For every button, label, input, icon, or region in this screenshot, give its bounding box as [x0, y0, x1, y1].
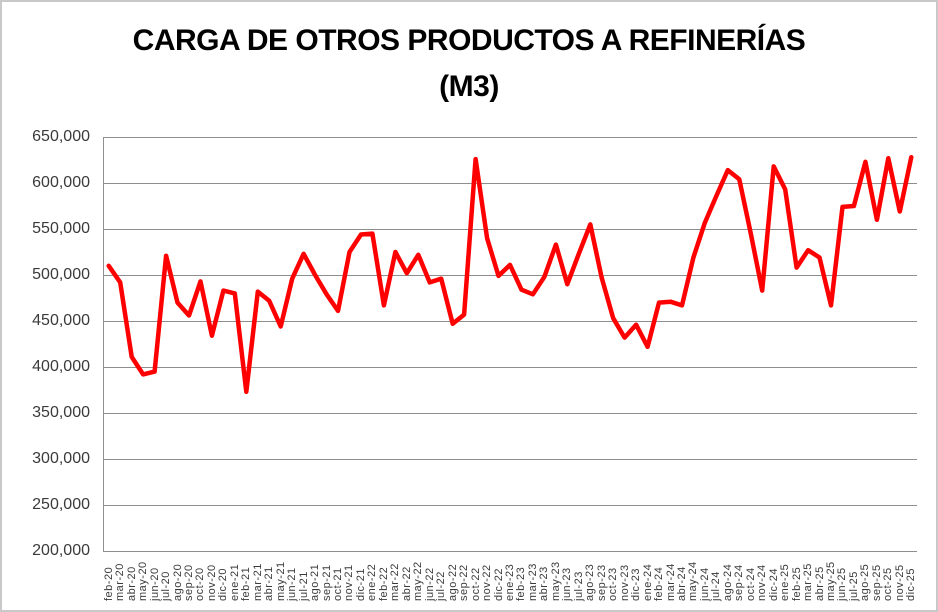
x-axis-tick-label: ago-23	[584, 563, 597, 601]
x-axis-tick-label: dic-25	[905, 568, 918, 601]
x-axis-tick-label: mar-21	[251, 563, 264, 601]
x-axis-tick-label: sep-24	[733, 564, 746, 601]
x-axis-tick-label: dic-20	[217, 568, 230, 601]
y-axis-tick-label: 300,000	[32, 450, 90, 467]
y-axis-tick-label: 200,000	[32, 542, 90, 559]
h-gridline	[103, 367, 917, 368]
x-axis-tick-label: may-21	[274, 561, 287, 601]
x-axis-tick-label: ene-25	[779, 563, 792, 601]
x-axis-tick-label: dic-23	[630, 568, 643, 601]
x-axis-tick-label: dic-24	[767, 568, 780, 601]
chart-title-line1: CARGA DE OTROS PRODUCTOS A REFINERÍAS	[132, 24, 806, 57]
x-axis-tick-label: abr-22	[400, 566, 413, 601]
x-axis-tick-label: jun-20	[148, 567, 161, 601]
h-gridline	[103, 275, 917, 276]
h-gridline	[103, 459, 917, 460]
h-gridline	[103, 413, 917, 414]
y-axis-tick-label: 500,000	[32, 266, 90, 283]
x-axis-tick-label: oct-23	[607, 567, 620, 601]
h-gridline	[103, 183, 917, 184]
x-axis-tick-label: mar-24	[664, 563, 677, 601]
x-axis-tick-label: feb-24	[653, 566, 666, 601]
x-axis-tick-label: sep-22	[458, 564, 471, 601]
x-axis-tick-label: nov-22	[481, 564, 494, 601]
refinery-load-line	[106, 154, 914, 395]
x-axis-tick-label: sep-21	[320, 564, 333, 601]
x-axis-tick-label: oct-22	[469, 567, 482, 601]
y-axis-tick-label: 250,000	[32, 496, 90, 513]
h-gridline	[103, 505, 917, 506]
x-axis-tick-label: mar-22	[389, 563, 402, 601]
x-axis-tick-label: ago-20	[171, 563, 184, 601]
x-axis-tick-label: ago-21	[309, 563, 322, 601]
x-axis-tick-label: nov-24	[756, 564, 769, 601]
y-axis-tick-label: 450,000	[32, 312, 90, 329]
h-gridline	[103, 137, 917, 138]
x-axis-tick-label: may-20	[137, 561, 150, 601]
y-axis-tick-label: 400,000	[32, 358, 90, 375]
x-axis-tick-label: jul-22	[435, 571, 448, 601]
x-axis-tick-label: abr-23	[538, 566, 551, 601]
x-axis-tick-label: mar-25	[802, 563, 815, 601]
x-axis-tick-label: nov-21	[343, 564, 356, 601]
x-axis-tick-label: sep-23	[595, 564, 608, 601]
x-axis-tick-label: oct-25	[882, 567, 895, 601]
x-axis-tick-label: ene-22	[366, 563, 379, 601]
x-axis-tick-label: jun-23	[561, 567, 574, 601]
x-axis-tick-label: ago-25	[859, 563, 872, 601]
data-series-svg	[106, 154, 914, 395]
x-axis-tick-label: oct-24	[744, 567, 757, 601]
y-axis-tick-label: 350,000	[32, 404, 90, 421]
x-axis-tick-label: jul-20	[160, 571, 173, 601]
x-axis-tick-label: feb-25	[790, 566, 803, 601]
h-gridline	[103, 229, 917, 230]
x-axis-tick-label: feb-21	[240, 566, 253, 601]
x-axis-tick-label: abr-20	[125, 566, 138, 601]
x-axis-tick-label: jul-24	[710, 571, 723, 601]
x-axis-tick-label: abr-25	[813, 566, 826, 601]
x-axis-tick-label: jun-25	[836, 567, 849, 601]
x-axis-tick-label: feb-20	[102, 566, 115, 601]
x-axis-tick-label: mar-20	[114, 563, 127, 601]
x-axis-tick-label: may-24	[687, 561, 700, 601]
chart-title-line2: (M3)	[439, 70, 499, 103]
y-axis-tick-label: 550,000	[32, 220, 90, 237]
x-axis-tick-label: ago-22	[446, 563, 459, 601]
y-axis-tick-label: 600,000	[32, 174, 90, 191]
h-gridline	[103, 321, 917, 322]
x-axis-tick-label: jul-23	[572, 571, 585, 601]
x-axis-tick-label: jun-21	[286, 567, 299, 601]
x-axis-tick-label: oct-20	[194, 567, 207, 601]
h-gridline	[103, 551, 917, 552]
y-axis-line	[103, 137, 104, 552]
x-axis-tick-label: jul-21	[297, 571, 310, 601]
x-axis-tick-label: ene-24	[641, 563, 654, 601]
chart-title: CARGA DE OTROS PRODUCTOS A REFINERÍAS (M…	[2, 18, 936, 110]
x-axis-tick-label: jun-22	[423, 567, 436, 601]
x-axis-tick-label: feb-23	[515, 566, 528, 601]
x-axis-tick-label: may-22	[412, 561, 425, 601]
x-axis-tick-label: abr-21	[263, 566, 276, 601]
x-axis-tick-label: nov-23	[618, 564, 631, 601]
x-axis-tick-label: dic-22	[492, 568, 505, 601]
plot-area	[103, 137, 917, 552]
y-axis-tick-label: 650,000	[32, 128, 90, 145]
x-axis-tick-label: nov-25	[893, 564, 906, 601]
